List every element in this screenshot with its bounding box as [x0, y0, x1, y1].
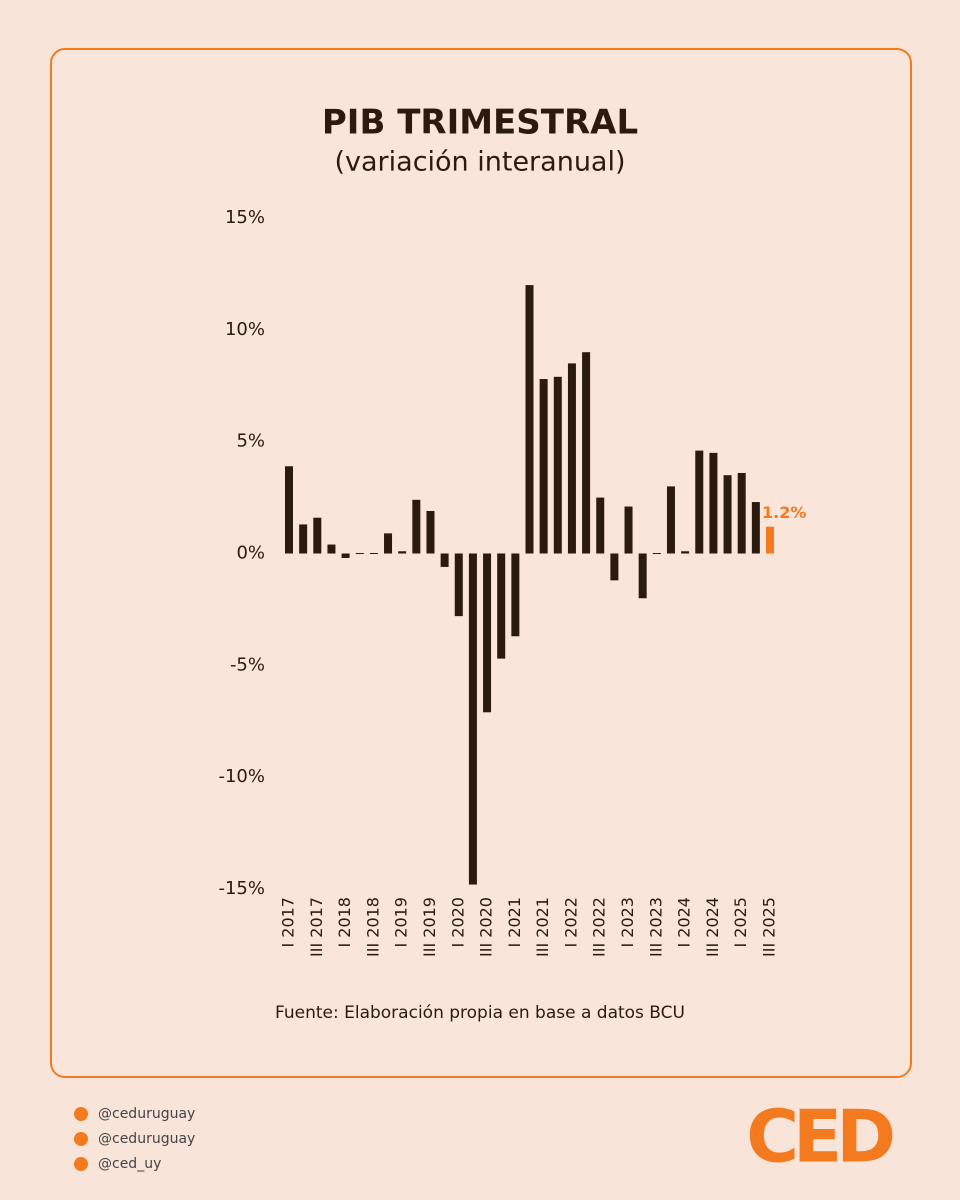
card [50, 48, 912, 1078]
bar [355, 553, 364, 554]
x-tick-label: III 2025 [760, 897, 779, 957]
bar [341, 553, 350, 558]
bar [511, 553, 520, 637]
x-tick-label: I 2020 [448, 897, 467, 948]
instagram-icon [74, 1107, 88, 1121]
x-tick-label: III 2018 [363, 897, 382, 957]
bar [384, 533, 393, 554]
bar [369, 553, 378, 554]
bar [454, 553, 463, 617]
linkedin-icon [74, 1132, 88, 1146]
y-tick-label: 5% [236, 431, 265, 452]
bar [596, 497, 605, 554]
y-tick-label: 15% [225, 207, 265, 228]
bar [681, 551, 690, 554]
x-tick-label: I 2019 [392, 897, 411, 948]
x-icon [74, 1157, 88, 1171]
bar [412, 499, 421, 554]
bar [327, 544, 336, 554]
x-tick-label: I 2021 [505, 897, 524, 948]
y-tick-label: -10% [218, 766, 265, 787]
x-tick-label: III 2021 [533, 897, 552, 957]
bar [709, 452, 718, 554]
y-tick-label: -15% [218, 878, 265, 899]
bar [723, 475, 732, 554]
bar [468, 553, 477, 885]
handle: @ced_uy [98, 1156, 161, 1172]
x-tick-label: I 2023 [618, 897, 637, 948]
x-tick-label: III 2023 [646, 897, 665, 957]
y-tick-label: 10% [225, 319, 265, 340]
bar [285, 466, 293, 554]
x-tick-label: III 2017 [307, 897, 326, 957]
bar [582, 352, 591, 554]
logo: CED [746, 1095, 892, 1179]
bar [483, 553, 492, 713]
x-tick-label: I 2022 [561, 897, 580, 948]
x-tick-label: I 2017 [279, 897, 298, 948]
x-tick-label: I 2024 [675, 897, 694, 948]
bar [497, 553, 506, 659]
source: Fuente: Elaboración propia en base a dat… [275, 1003, 685, 1023]
bar [299, 524, 308, 554]
chart-subtitle: (variación interanual) [334, 147, 625, 178]
x-tick-label: I 2018 [335, 897, 354, 948]
chart-title: PIB TRIMESTRAL [322, 103, 638, 143]
bar [398, 551, 407, 554]
bar [751, 502, 760, 554]
x-tick-label: III 2019 [420, 897, 439, 957]
handle: @ceduruguay [98, 1106, 195, 1122]
bar [737, 472, 746, 554]
y-tick-label: -5% [230, 654, 265, 675]
bar [426, 511, 435, 554]
bar [766, 526, 774, 554]
bar [652, 553, 661, 554]
handle: @ceduruguay [98, 1131, 195, 1147]
y-tick-label: 0% [236, 543, 265, 564]
value-label: 1.2% [762, 503, 806, 522]
x-tick-label: I 2025 [731, 897, 750, 948]
x-tick-label: III 2024 [703, 897, 722, 957]
bar [539, 379, 548, 554]
bar [610, 553, 619, 581]
x-tick-label: III 2020 [477, 897, 496, 957]
bar [624, 506, 633, 554]
bar [525, 285, 534, 554]
bar [440, 553, 449, 567]
bar [638, 553, 647, 599]
bar [695, 450, 704, 554]
bar [553, 376, 562, 554]
x-tick-label: III 2022 [590, 897, 609, 957]
bar [313, 517, 322, 554]
bar [666, 486, 675, 554]
bar [567, 363, 576, 554]
